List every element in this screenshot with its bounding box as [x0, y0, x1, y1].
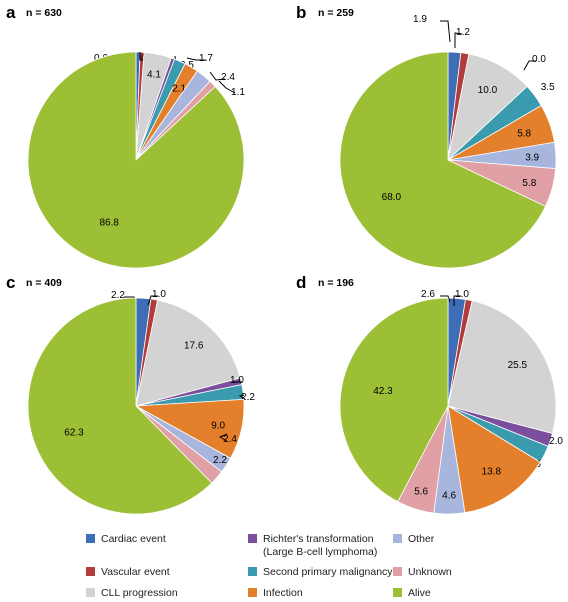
legend-swatch-cardiac	[86, 534, 95, 543]
pie-slice-b-alive	[339, 51, 547, 269]
leader-line-a-other	[209, 71, 226, 81]
legend-swatch-alive	[393, 588, 402, 597]
slice-label-c-vascular: 1.0	[152, 289, 166, 300]
legend-item-infection: Infection	[248, 587, 303, 599]
panel-n-label-b: n = 259	[318, 7, 354, 19]
pie-slice-a-alive	[27, 51, 245, 269]
legend-swatch-vascular	[86, 567, 95, 576]
legend-label-infection: Infection	[263, 587, 303, 599]
panel-letter-b: b	[296, 3, 306, 22]
slice-label-b-unknown: 5.8	[522, 178, 536, 189]
legend-item-cll: CLL progression	[86, 587, 178, 599]
slice-label-b-cardiac: 1.9	[413, 14, 427, 25]
legend-swatch-second	[248, 567, 257, 576]
pie-panel-b: 1.9 1.2 10.0 0.0 3.5 5.8 3.9 5.8 68.0 b n = 259	[296, 3, 557, 269]
legend-label-richter: Richter's transformation	[263, 533, 374, 545]
slice-label-a-infection: 2.1	[172, 84, 186, 95]
slice-label-d-alive: 42.3	[373, 386, 393, 397]
slice-label-c-second: 2.2	[241, 392, 255, 403]
pie-slice-c-cll	[135, 299, 241, 407]
panel-letter-d: d	[296, 273, 306, 292]
legend-item-second: Second primary malignancy	[248, 566, 393, 578]
slice-label-c-infection: 9.0	[211, 421, 225, 432]
leader-line-a-unknown	[218, 80, 236, 94]
pie-panels: 0.60.64.10.51.72.12.41.186.8an = 6301.91…	[6, 3, 563, 515]
slice-label-c-unknown: 2.2	[213, 455, 227, 466]
slice-label-a-other: 2.4	[221, 72, 235, 83]
pie-panel-d: 2.61.025.52.02.613.84.65.642.3dn = 196	[296, 273, 563, 515]
legend-item-alive: Alive	[393, 587, 431, 599]
legend-item-other: Other	[393, 533, 435, 545]
slice-label-b-other: 3.9	[525, 152, 539, 163]
slice-label-c-cardiac: 2.2	[111, 290, 125, 301]
pie-panel-c: 2.2 1.0 17.6 1.0 2.2 9.0 2.4 2.2 62.3 c n = 409	[6, 273, 255, 515]
legend-label-vascular: Vascular event	[101, 566, 170, 578]
slice-label-a-alive: 86.8	[99, 217, 119, 228]
panel-n-label-a: n = 630	[26, 7, 62, 19]
pie-panel-a: 0.60.64.10.51.72.12.41.186.8an = 630	[6, 3, 245, 269]
leader-line-a-second	[186, 57, 206, 61]
slice-label-b-vascular: 1.2	[456, 27, 470, 38]
legend-label-unknown: Unknown	[408, 566, 452, 578]
legend-label-other: Other	[408, 533, 435, 545]
legend-item-cardiac: Cardiac event	[86, 533, 166, 545]
legend-swatch-cll	[86, 588, 95, 597]
slice-label-d-cll: 25.5	[508, 360, 528, 371]
panel-letter-c: c	[6, 273, 15, 292]
legend-item-vascular: Vascular event	[86, 566, 170, 578]
slice-label-a-cll: 4.1	[147, 69, 161, 80]
leader-line-b-cardiac	[440, 20, 451, 43]
slice-label-c-other: 2.4	[223, 434, 237, 445]
legend-swatch-other	[393, 534, 402, 543]
slice-label-a-second: 1.7	[199, 53, 213, 64]
slice-label-c-richter: 1.0	[230, 375, 244, 386]
slice-label-b-alive: 68.0	[382, 192, 402, 203]
slice-label-d-richter: 2.0	[549, 436, 563, 447]
leader-line-d-vascular	[453, 295, 461, 306]
panel-n-label-d: n = 196	[318, 277, 354, 289]
slice-label-d-vascular: 1.0	[455, 289, 469, 300]
legend-label-alive: Alive	[408, 587, 431, 599]
slice-label-b-infection: 5.8	[517, 128, 531, 139]
legend: Cardiac event Richter's transformation(La…	[86, 533, 452, 599]
legend-swatch-richter	[248, 534, 257, 543]
slice-label-d-unknown: 5.6	[414, 486, 428, 497]
pie-slice-d-cll	[447, 300, 557, 435]
slice-label-d-infection: 13.8	[482, 467, 502, 478]
slice-label-b-cll: 10.0	[478, 85, 498, 96]
pie-slice-d-alive	[339, 297, 449, 503]
slice-label-a-unknown: 1.1	[231, 87, 245, 98]
legend-label-cardiac: Cardiac event	[101, 533, 166, 545]
slice-label-d-cardiac: 2.6	[421, 289, 435, 300]
leader-line-b-richter	[523, 60, 536, 71]
pie-slice-d-infection	[447, 405, 541, 514]
slice-label-c-cll: 17.6	[184, 341, 204, 352]
slice-label-c-alive: 62.3	[64, 427, 84, 438]
legend-swatch-unknown	[393, 567, 402, 576]
leader-line-c-second	[238, 394, 246, 400]
leader-line-c-vascular	[147, 295, 158, 306]
slice-label-b-richter: 0.0	[532, 54, 546, 65]
legend-label-second: Second primary malignancy	[263, 566, 393, 578]
leader-line-d-cardiac	[440, 295, 451, 303]
pie-slice-c-alive	[27, 297, 213, 515]
legend-item-richter: Richter's transformation(Large B-cell ly…	[248, 533, 377, 558]
legend-label-cll: CLL progression	[101, 587, 178, 599]
panel-letter-a: a	[6, 3, 16, 22]
legend-swatch-infection	[248, 588, 257, 597]
panel-n-label-c: n = 409	[26, 277, 62, 289]
slice-label-b-second: 3.5	[541, 82, 555, 93]
legend-item-unknown: Unknown	[393, 566, 452, 578]
leader-line-b-vascular	[454, 32, 463, 48]
leader-line-c-other	[218, 433, 228, 442]
legend-label-richter-line2: (Large B-cell lymphoma)	[263, 546, 377, 558]
slice-label-d-other: 4.6	[442, 491, 456, 502]
